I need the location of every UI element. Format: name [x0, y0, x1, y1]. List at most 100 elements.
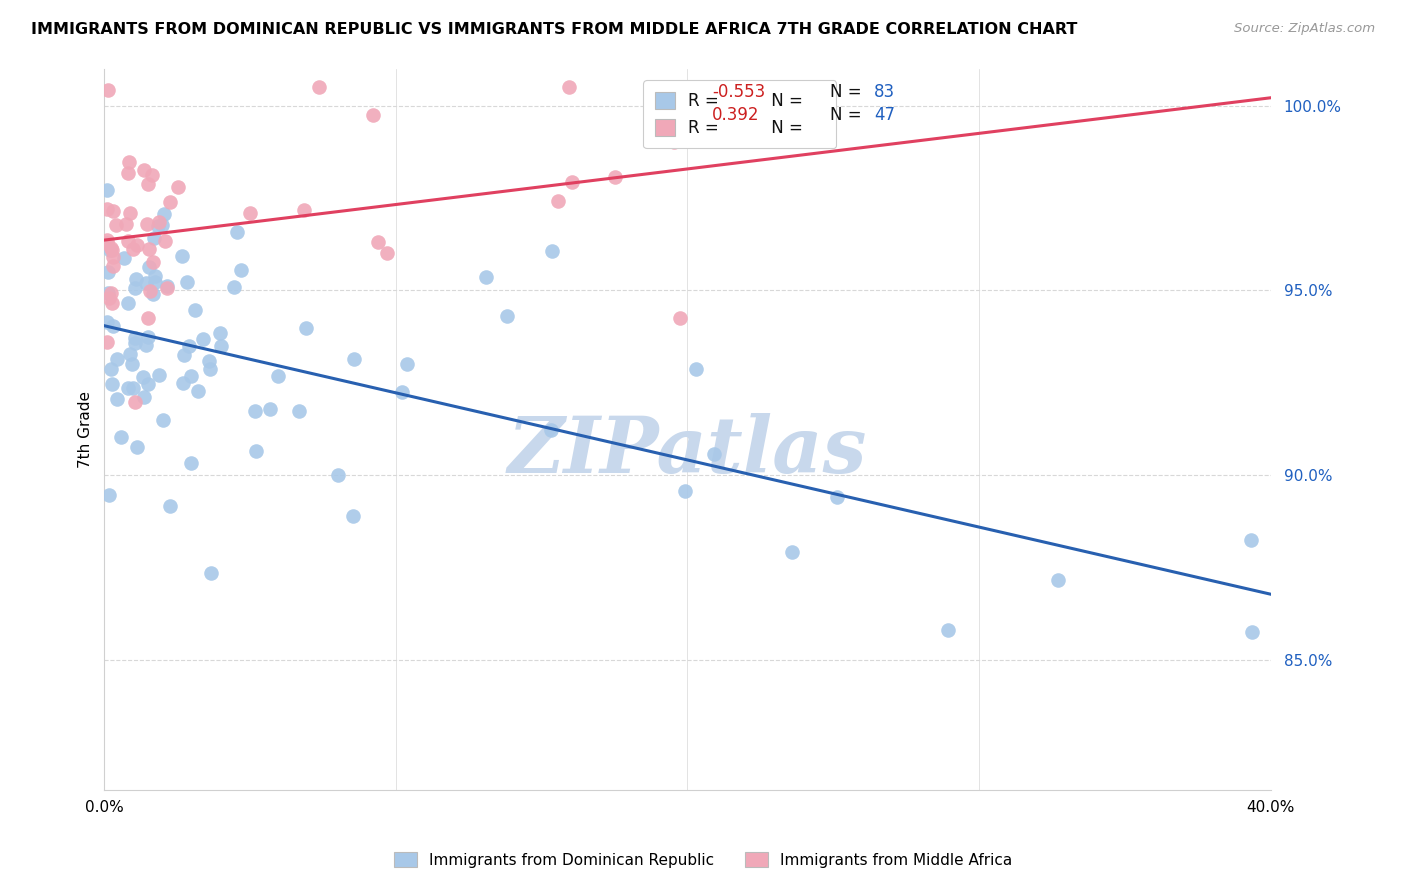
Point — [1046, 574, 1069, 588]
Point — [295, 321, 318, 335]
Point — [361, 108, 384, 122]
Point — [97, 286, 120, 301]
Point — [143, 231, 166, 245]
Point — [97, 83, 120, 97]
Point — [557, 80, 579, 95]
Point — [117, 166, 139, 180]
Point — [209, 339, 232, 353]
Point — [136, 178, 159, 192]
Legend: Immigrants from Dominican Republic, Immigrants from Middle Africa: Immigrants from Dominican Republic, Immi… — [388, 846, 1018, 873]
Point — [98, 243, 121, 257]
Point — [176, 275, 198, 289]
Point — [135, 277, 157, 291]
Point — [167, 179, 190, 194]
Point — [148, 368, 170, 382]
Point — [267, 368, 290, 383]
Point — [180, 368, 202, 383]
Text: Source: ZipAtlas.com: Source: ZipAtlas.com — [1234, 22, 1375, 36]
Point — [172, 249, 194, 263]
Point — [96, 235, 118, 250]
Point — [135, 338, 157, 352]
Point — [96, 202, 118, 216]
Point — [100, 362, 122, 376]
Point — [142, 286, 165, 301]
Point — [105, 352, 128, 367]
Y-axis label: 7th Grade: 7th Grade — [79, 391, 93, 467]
Point — [143, 269, 166, 284]
Point — [138, 376, 160, 391]
Point — [146, 219, 169, 233]
Point — [173, 347, 195, 361]
Point — [97, 264, 120, 278]
Point — [703, 447, 725, 461]
Text: N =: N = — [830, 106, 862, 125]
Point — [114, 218, 136, 232]
Point — [377, 246, 399, 260]
Text: 0.392: 0.392 — [711, 106, 759, 125]
Point — [101, 296, 124, 310]
Point — [124, 281, 146, 295]
Point — [117, 296, 139, 310]
Point — [172, 376, 194, 390]
Text: N =: N = — [830, 83, 862, 102]
Point — [118, 205, 141, 219]
Point — [540, 423, 562, 437]
Point — [101, 259, 124, 273]
Point — [105, 219, 128, 233]
Point — [605, 169, 627, 184]
Point — [124, 336, 146, 351]
Point — [239, 206, 262, 220]
Point — [200, 566, 222, 580]
Point — [177, 339, 200, 353]
Point — [141, 168, 163, 182]
Point — [122, 381, 145, 395]
Point — [132, 390, 155, 404]
Point — [112, 252, 135, 266]
Point — [143, 275, 166, 289]
Text: 83: 83 — [875, 83, 896, 102]
Point — [148, 215, 170, 229]
Point — [1240, 625, 1263, 640]
Point — [245, 444, 267, 458]
Point — [198, 354, 221, 368]
Point — [142, 255, 165, 269]
Legend: R =          N =    , R =          N =    : R = N = , R = N = — [644, 80, 837, 148]
Point — [187, 384, 209, 399]
Point — [110, 430, 132, 444]
Point — [117, 381, 139, 395]
Point — [222, 279, 245, 293]
Point — [125, 272, 148, 286]
Point — [673, 483, 696, 498]
Point — [98, 292, 121, 306]
Point — [101, 318, 124, 333]
Point — [117, 234, 139, 248]
Point — [121, 242, 143, 256]
Point — [475, 269, 498, 284]
Point — [124, 394, 146, 409]
Point — [105, 392, 128, 406]
Point — [936, 623, 959, 637]
Point — [117, 155, 139, 169]
Point — [138, 242, 160, 256]
Point — [125, 238, 148, 252]
Point — [180, 456, 202, 470]
Point — [184, 303, 207, 318]
Text: IMMIGRANTS FROM DOMINICAN REPUBLIC VS IMMIGRANTS FROM MIDDLE AFRICA 7TH GRADE CO: IMMIGRANTS FROM DOMINICAN REPUBLIC VS IM… — [31, 22, 1077, 37]
Point — [782, 545, 804, 559]
Point — [343, 352, 366, 367]
Point — [561, 175, 583, 189]
Point — [153, 234, 176, 248]
Point — [495, 310, 517, 324]
Point — [121, 357, 143, 371]
Point — [159, 500, 181, 514]
Point — [138, 330, 160, 344]
Point — [96, 183, 118, 197]
Point — [101, 203, 124, 218]
Point — [229, 262, 252, 277]
Point — [138, 311, 160, 326]
Point — [395, 357, 418, 371]
Point — [98, 488, 121, 502]
Point — [668, 311, 690, 326]
Point — [245, 403, 267, 417]
Point — [138, 260, 160, 274]
